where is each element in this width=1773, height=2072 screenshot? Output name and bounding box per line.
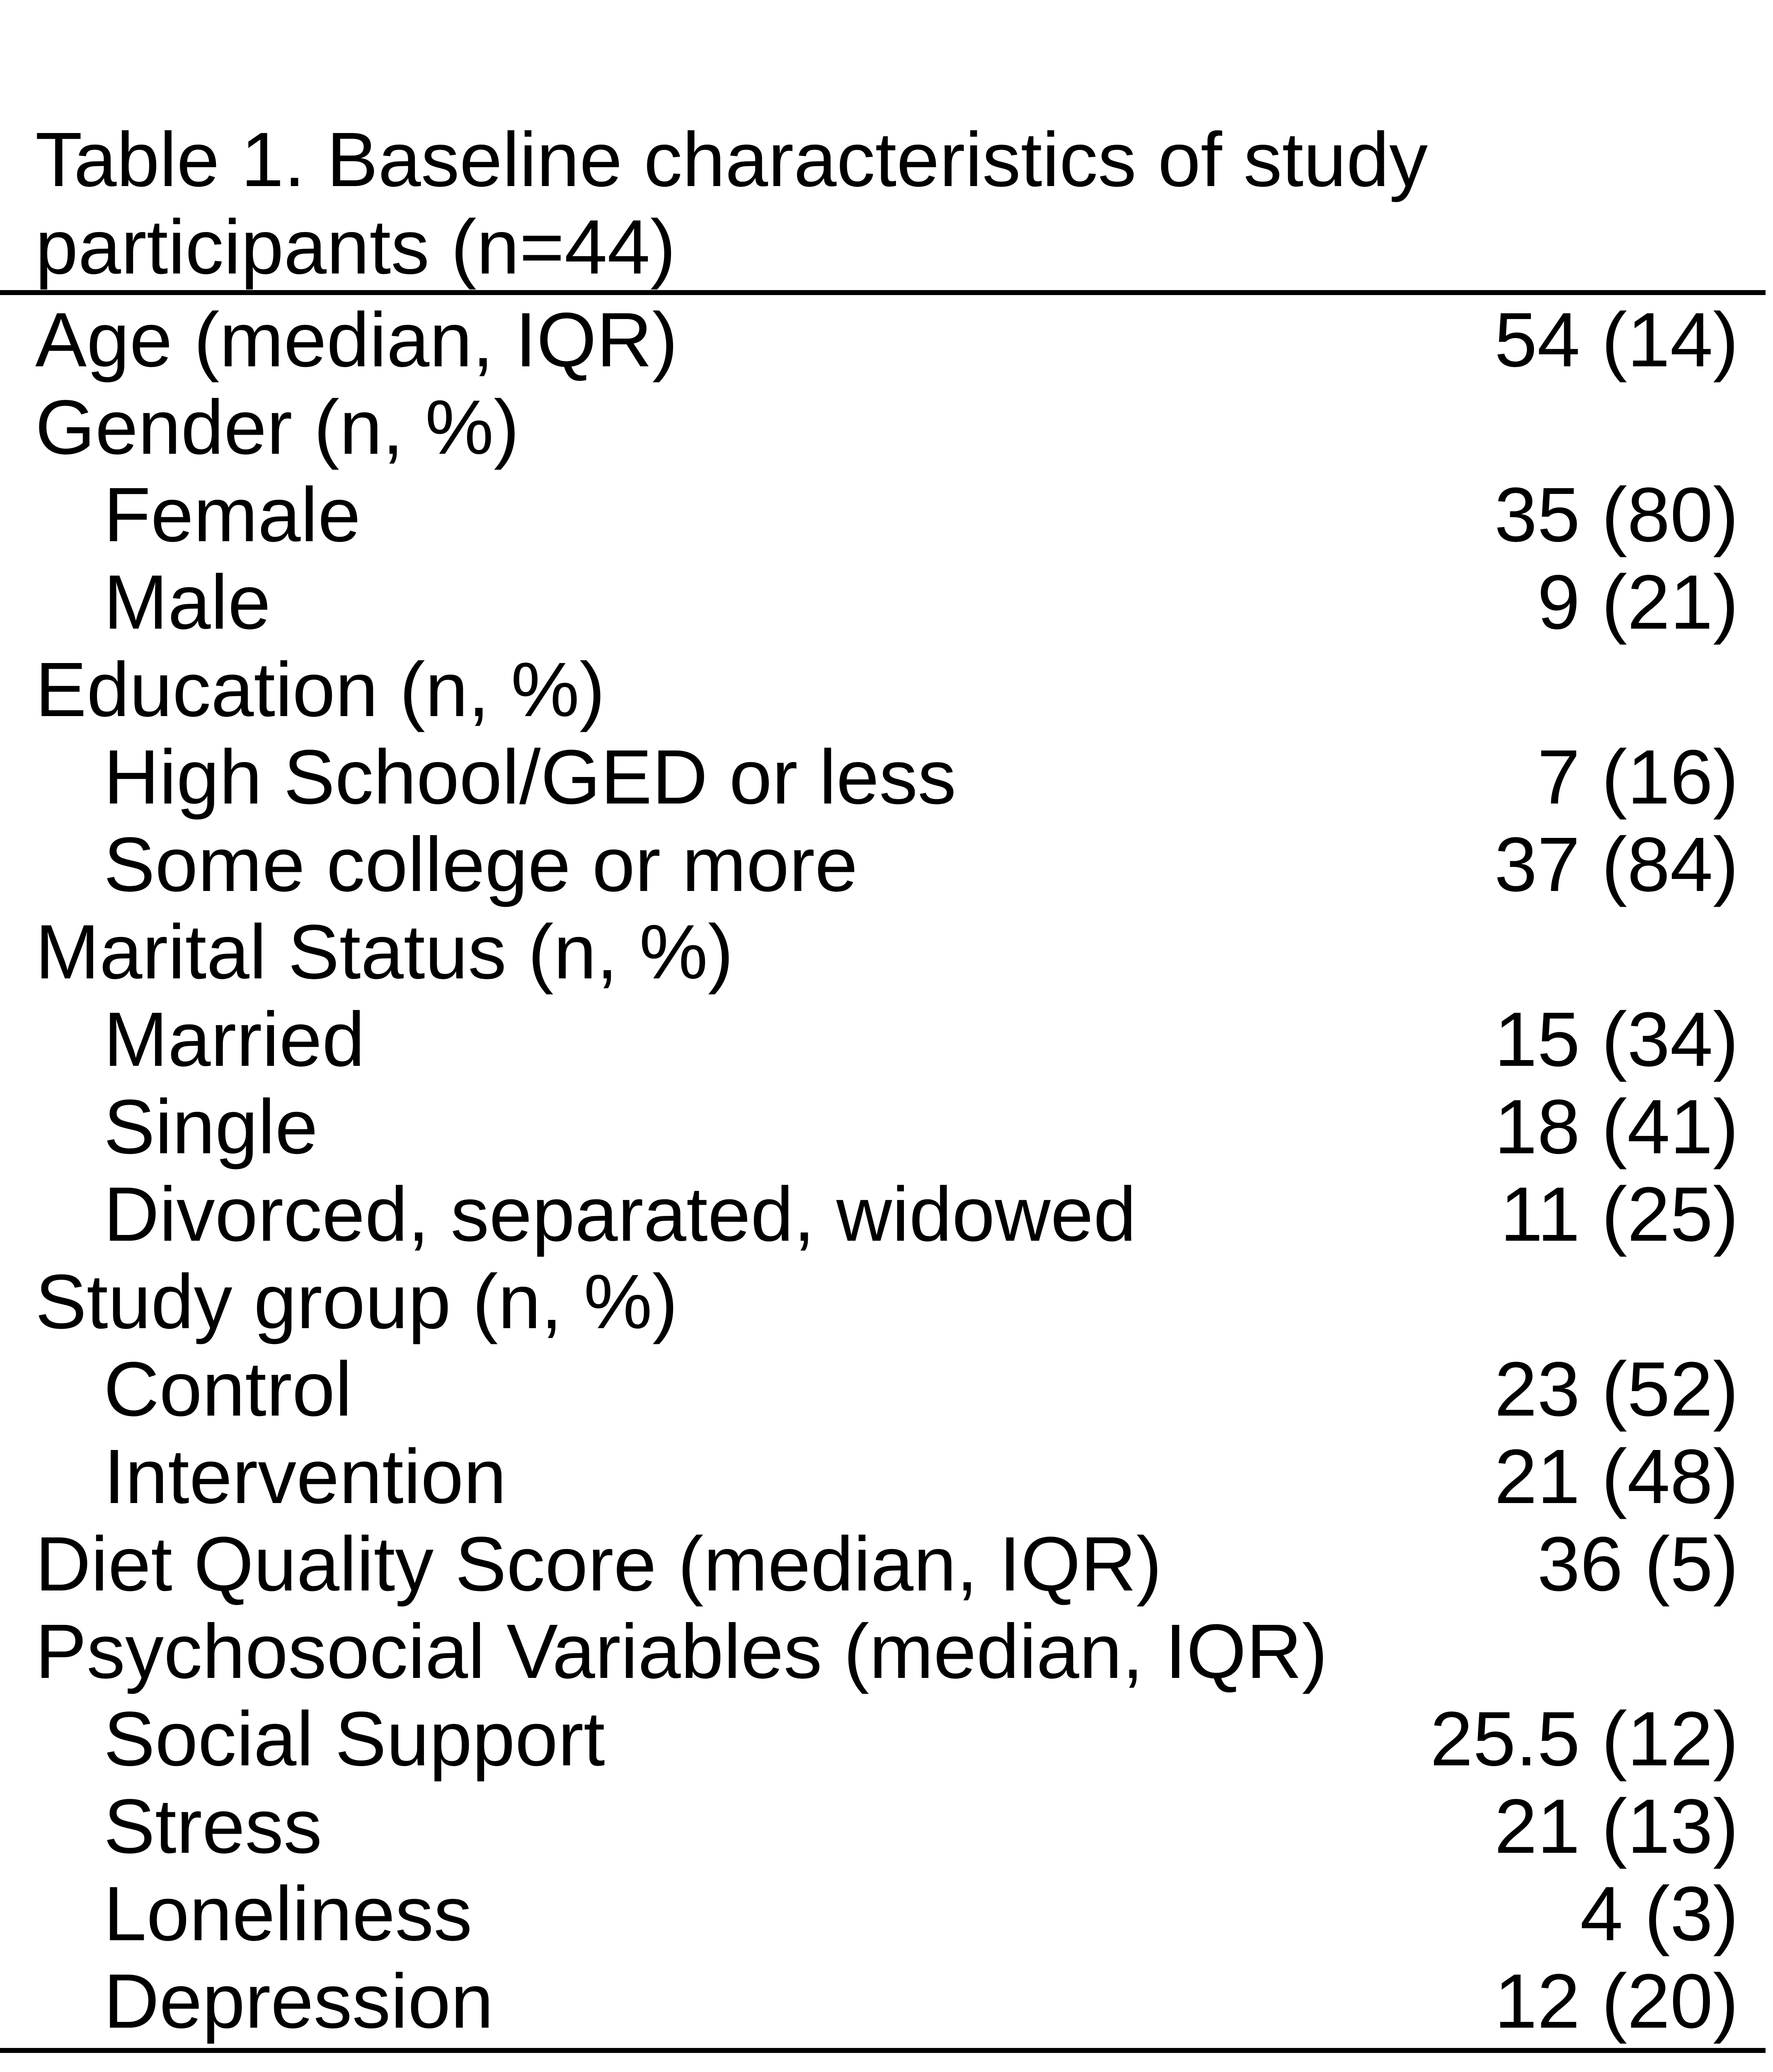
table-row: Education (n, %)	[35, 646, 1739, 733]
row-value: 37 (84)	[1494, 822, 1739, 908]
row-value: 4 (3)	[1580, 1871, 1739, 1957]
row-label: Loneliness	[104, 1871, 472, 1957]
table-bottom-rule	[0, 2048, 1766, 2053]
row-label: Diet Quality Score (median, IQR)	[35, 1521, 1162, 1607]
row-label: Control	[104, 1346, 352, 1432]
row-value: 7 (16)	[1537, 734, 1739, 820]
row-label: Marital Status (n, %)	[35, 909, 734, 995]
row-label: Married	[104, 997, 365, 1082]
row-value: 25.5 (12)	[1430, 1696, 1739, 1782]
row-value: 18 (41)	[1494, 1084, 1739, 1170]
table-row: Age (median, IQR) 54 (14)	[35, 296, 1739, 384]
table-row: Control 23 (52)	[35, 1346, 1739, 1433]
row-value: 21 (13)	[1494, 1784, 1739, 1869]
row-label: Education (n, %)	[35, 647, 606, 733]
table-row: Single 18 (41)	[35, 1083, 1739, 1171]
table-title-line-1: Table 1. Baseline characteristics of stu…	[35, 117, 1428, 203]
table-row: Some college or more 37 (84)	[35, 821, 1739, 908]
row-label: Depression	[104, 1958, 494, 2044]
row-label: Intervention	[104, 1434, 506, 1520]
row-label: Stress	[104, 1784, 322, 1869]
row-label: Age (median, IQR)	[35, 297, 678, 383]
row-value: 11 (25)	[1500, 1172, 1739, 1257]
row-label: Gender (n, %)	[35, 385, 520, 470]
table-row: Depression 12 (20)	[35, 1958, 1739, 2045]
table-row: Male 9 (21)	[35, 559, 1739, 646]
table-row: Divorced, separated, widowed 11 (25)	[35, 1171, 1739, 1258]
row-label: Single	[104, 1084, 318, 1170]
table-row: Psychosocial Variables (median, IQR)	[35, 1608, 1739, 1695]
table-top-rule	[0, 290, 1766, 295]
row-value: 35 (80)	[1494, 472, 1739, 558]
row-value: 9 (21)	[1537, 559, 1739, 645]
table-row: Study group (n, %)	[35, 1258, 1739, 1346]
table-title: Table 1. Baseline characteristics of stu…	[35, 116, 1428, 291]
table-row: Intervention 21 (48)	[35, 1433, 1739, 1520]
table-row: Diet Quality Score (median, IQR) 36 (5)	[35, 1520, 1739, 1608]
table-row: Gender (n, %)	[35, 384, 1739, 471]
table-row: Loneliness 4 (3)	[35, 1870, 1739, 1958]
table-row: Social Support 25.5 (12)	[35, 1695, 1739, 1783]
row-label: Social Support	[104, 1696, 605, 1782]
row-value: 15 (34)	[1494, 997, 1739, 1082]
row-value: 21 (48)	[1494, 1434, 1739, 1520]
row-label: Psychosocial Variables (median, IQR)	[35, 1609, 1328, 1694]
table-row: Female 35 (80)	[35, 471, 1739, 559]
row-label: Male	[104, 559, 271, 645]
row-value: 36 (5)	[1537, 1521, 1739, 1607]
row-label: Divorced, separated, widowed	[104, 1172, 1136, 1257]
row-label: Female	[104, 472, 361, 558]
row-label: Some college or more	[104, 822, 858, 908]
table-body: Age (median, IQR) 54 (14) Gender (n, %) Fem…	[35, 296, 1739, 2045]
row-value: 23 (52)	[1494, 1346, 1739, 1432]
table-row: High School/GED or less 7 (16)	[35, 733, 1739, 821]
row-label: Study group (n, %)	[35, 1259, 678, 1345]
row-label: High School/GED or less	[104, 734, 957, 820]
table-row: Stress 21 (13)	[35, 1783, 1739, 1870]
table-row: Marital Status (n, %)	[35, 908, 1739, 996]
row-value: 12 (20)	[1494, 1958, 1739, 2044]
table-title-line-2: participants (n=44)	[35, 204, 676, 290]
table-row: Married 15 (34)	[35, 996, 1739, 1083]
row-value: 54 (14)	[1494, 297, 1739, 383]
